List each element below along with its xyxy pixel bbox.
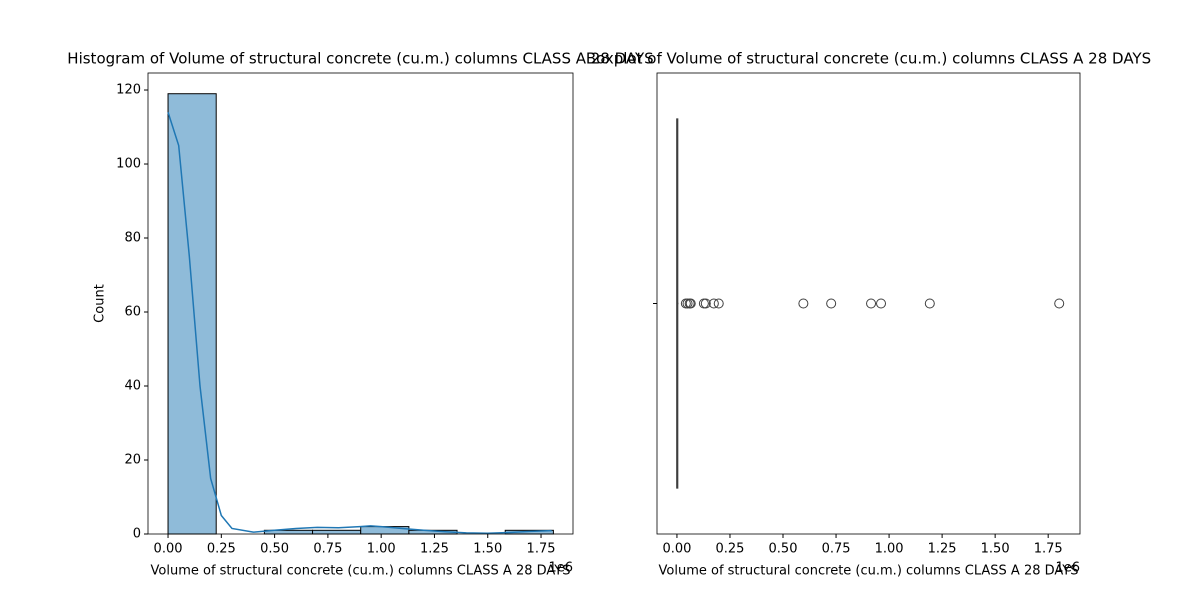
chart-title: Boxplot of Volume of structural concrete…: [586, 50, 1151, 68]
outlier: [700, 298, 711, 309]
x-tick-label: 0.25: [715, 542, 744, 557]
x-tick-label: 0.75: [313, 542, 342, 557]
x-tick-label: 0.00: [154, 542, 183, 557]
outlier: [1054, 298, 1065, 309]
x-tick-label: 1.75: [527, 542, 556, 557]
y-tick-label: 60: [124, 305, 141, 320]
y-tick-label: 120: [116, 83, 141, 98]
y-tick-label: 80: [124, 231, 141, 246]
outlier: [713, 298, 724, 309]
y-tick-label: 40: [124, 379, 141, 394]
chart-title: Histogram of Volume of structural concre…: [67, 50, 653, 68]
y-tick-label: 0: [133, 527, 141, 542]
x-tick-label: 1.50: [981, 542, 1010, 557]
outlier: [924, 298, 935, 309]
y-tick-label: 100: [116, 157, 141, 172]
x-tick-label: 0.50: [260, 542, 289, 557]
x-tick-label: 1.00: [367, 542, 396, 557]
y-tick-label: 20: [124, 453, 141, 468]
x-tick-label: 1.50: [473, 542, 502, 557]
outlier: [866, 298, 877, 309]
x-axis-label: Volume of structural concrete (cu.m.) co…: [659, 564, 1079, 579]
outlier: [685, 298, 696, 309]
plot-frame: [656, 72, 1081, 535]
outlier: [798, 298, 809, 309]
y-axis-label: Count: [93, 284, 108, 323]
x-offset-label: 1e6: [548, 561, 573, 576]
x-tick-label: 0.00: [662, 542, 691, 557]
plot-frame: [147, 72, 574, 535]
x-tick-label: 0.50: [769, 542, 798, 557]
outlier: [698, 298, 709, 309]
x-tick-label: 0.25: [207, 542, 236, 557]
x-tick-label: 1.25: [420, 542, 449, 557]
x-offset-label: 1e6: [1055, 561, 1080, 576]
histogram-bar: [312, 529, 362, 535]
kde-line: [167, 111, 552, 535]
x-axis-label: Volume of structural concrete (cu.m.) co…: [151, 564, 571, 579]
x-tick-label: 0.75: [822, 542, 851, 557]
outlier: [876, 298, 887, 309]
outlier: [826, 298, 837, 309]
x-tick-label: 1.25: [928, 542, 957, 557]
outlier: [708, 298, 719, 309]
x-tick-label: 1.75: [1034, 542, 1063, 557]
x-tick-label: 1.00: [875, 542, 904, 557]
